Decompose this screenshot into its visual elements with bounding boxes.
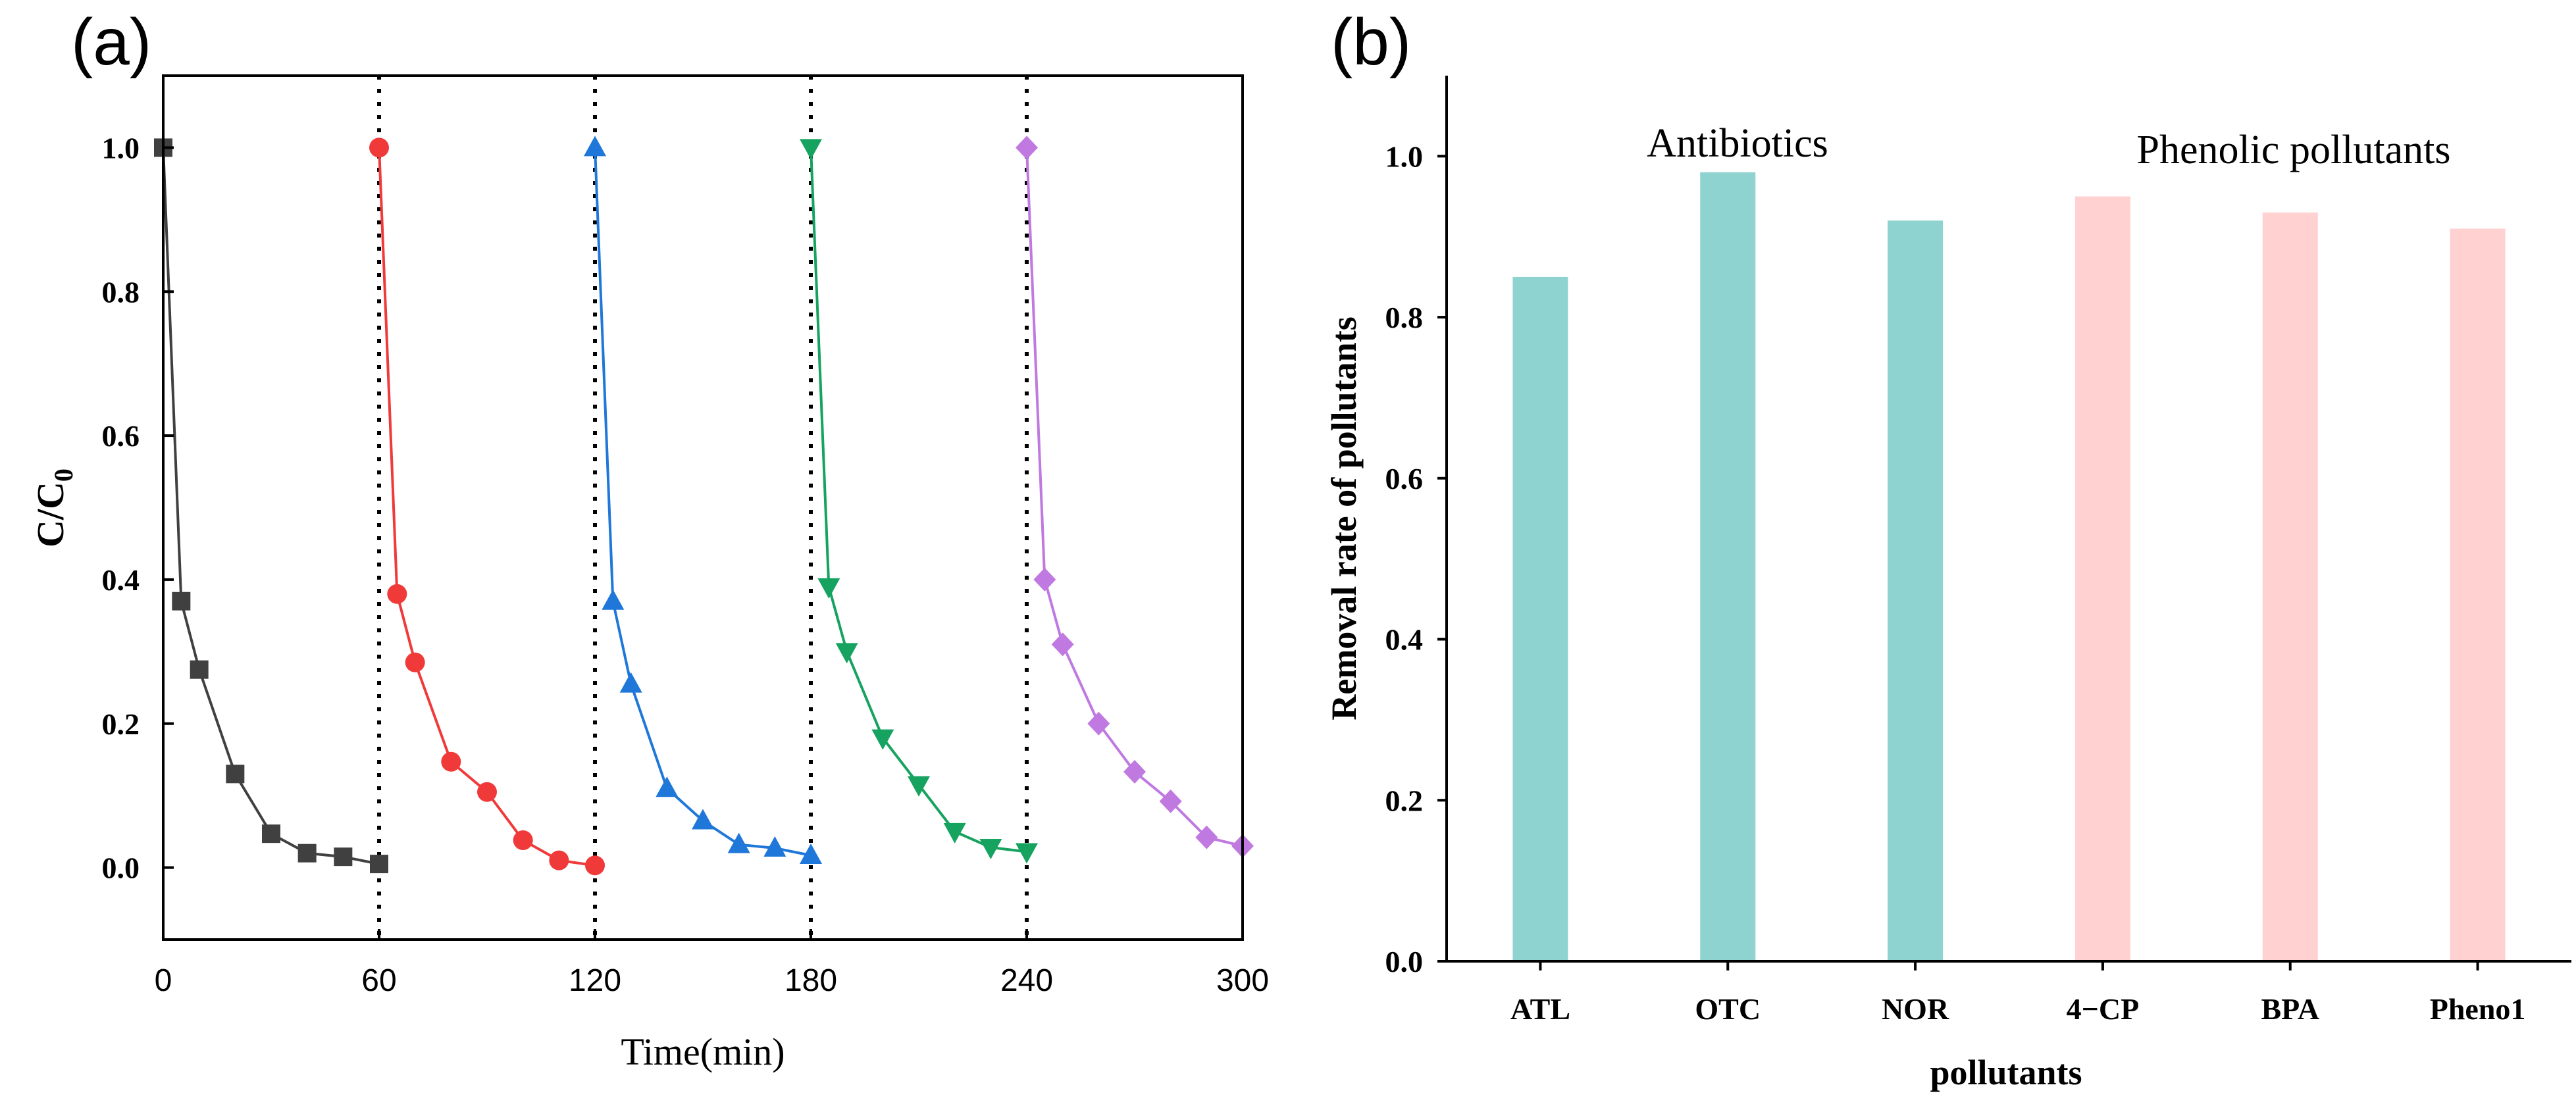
data-point <box>800 843 822 864</box>
data-point <box>692 809 714 830</box>
data-point <box>585 855 605 876</box>
data-point <box>1051 632 1074 657</box>
data-point <box>172 592 191 611</box>
data-point <box>387 584 407 604</box>
data-point <box>1016 843 1038 864</box>
data-point <box>1087 711 1110 736</box>
data-point <box>871 729 894 750</box>
data-point <box>1016 136 1038 160</box>
x-tick-label: 300 <box>1216 963 1269 998</box>
x-tick-label: 60 <box>361 963 396 998</box>
data-point <box>262 824 280 844</box>
y-tick-label: 0.6 <box>102 419 140 453</box>
data-point <box>619 672 642 693</box>
bar-otc <box>1700 172 1756 961</box>
x-tick-label: 120 <box>569 963 621 998</box>
data-point <box>727 832 750 853</box>
x-tick-label: BPA <box>2261 992 2319 1026</box>
series-line <box>378 147 596 867</box>
x-tick-label: 4−CP <box>2067 992 2140 1026</box>
panel-b-y-ticks: 0.0 0.2 0.4 0.6 0.8 1.0 <box>1385 139 1447 978</box>
series-line <box>594 147 811 857</box>
x-tick-label: OTC <box>1695 992 1761 1026</box>
data-point <box>297 844 317 863</box>
series-line <box>810 147 1027 853</box>
data-point <box>1159 789 1182 813</box>
data-point <box>656 776 679 797</box>
panel-b: (b) 0.0 0.2 0.4 0.6 0.8 1.0 ATL OTC NOR 4−CP BPA P… <box>1324 5 2571 1092</box>
series-line <box>162 147 380 866</box>
x-tick-label: 240 <box>1000 963 1053 998</box>
data-point <box>549 850 569 870</box>
series-cycle-5 <box>1016 136 1254 858</box>
x-tick-label: 0 <box>155 963 172 998</box>
data-point <box>943 822 966 844</box>
panel-a-frame <box>162 74 1244 941</box>
decay-series <box>154 136 1254 876</box>
x-tick-label: ATL <box>1510 992 1570 1026</box>
y-tick-label: 0.8 <box>102 275 140 309</box>
data-point <box>1123 760 1146 784</box>
data-point <box>441 751 461 772</box>
data-point <box>817 578 840 599</box>
data-point <box>835 643 858 664</box>
y-tick-label: 0.8 <box>1385 301 1424 334</box>
panel-b-label: (b) <box>1331 5 1411 79</box>
y-tick-label: 0.4 <box>102 563 140 597</box>
series-cycle-1 <box>154 138 388 874</box>
data-point <box>513 830 533 851</box>
data-point <box>226 765 245 784</box>
bar-nor <box>1888 220 1944 962</box>
y-tick-label: 0.2 <box>102 707 140 741</box>
y-tick-label: 0.2 <box>1385 784 1424 817</box>
removal-bars <box>1512 172 2506 962</box>
data-point <box>800 139 822 160</box>
y-tick-label: 0.0 <box>102 851 140 885</box>
panel-a-x-title: Time(min) <box>621 1030 785 1073</box>
series-cycle-3 <box>584 136 822 864</box>
x-tick-label: Pheno1 <box>2430 992 2526 1026</box>
panel-a-label: (a) <box>71 5 151 79</box>
data-point <box>763 836 786 857</box>
y-tick-label: 0.6 <box>1385 462 1424 495</box>
y-title-subscript: 0 <box>49 468 78 482</box>
panel-b-x-ticks: ATL OTC NOR 4−CP BPA Pheno1 <box>1510 961 2526 1026</box>
x-tick-label: NOR <box>1882 992 1949 1026</box>
y-tick-label: 0.4 <box>1385 623 1424 657</box>
y-tick-label: 1.0 <box>102 131 140 164</box>
annotation-antibiotics: Antibiotics <box>1647 121 1828 166</box>
series-line <box>1025 147 1243 847</box>
panel-a: (a) 0.0 0.2 0.4 0.6 0.8 1.0 0 60 120 180 240 300 T… <box>29 5 1269 1073</box>
series-cycle-4 <box>800 139 1038 864</box>
x-tick-label: 180 <box>785 963 837 998</box>
panel-a-y-ticks: 0.0 0.2 0.4 0.6 0.8 1.0 <box>102 131 174 885</box>
bar-phenol <box>2450 228 2506 961</box>
y-tick-label: 1.0 <box>1385 139 1424 173</box>
panel-a-x-ticks: 0 60 120 180 240 300 <box>155 929 1269 998</box>
bar-bpa <box>2262 213 2318 961</box>
data-point <box>584 136 606 157</box>
panel-a-y-title: C/C0 <box>29 468 78 547</box>
panel-b-x-title: pollutants <box>1930 1053 2082 1092</box>
y-title-main: C/C <box>29 482 72 547</box>
data-point <box>405 652 425 672</box>
data-point <box>370 855 388 874</box>
data-point <box>190 660 209 679</box>
panel-b-y-title: Removal rate of pollutants <box>1324 316 1364 720</box>
data-point <box>369 138 389 158</box>
bar-atl <box>1512 276 1568 962</box>
data-point <box>1195 825 1218 849</box>
annotation-phenolic: Phenolic pollutants <box>2136 128 2450 172</box>
bar-4-cp <box>2074 196 2130 962</box>
y-tick-label: 0.0 <box>1385 945 1424 978</box>
data-point <box>602 589 625 610</box>
series-cycle-2 <box>369 138 605 876</box>
data-point <box>334 847 353 867</box>
data-point <box>477 782 497 802</box>
data-point <box>1033 567 1056 592</box>
data-point <box>979 838 1002 859</box>
data-point <box>908 776 930 797</box>
